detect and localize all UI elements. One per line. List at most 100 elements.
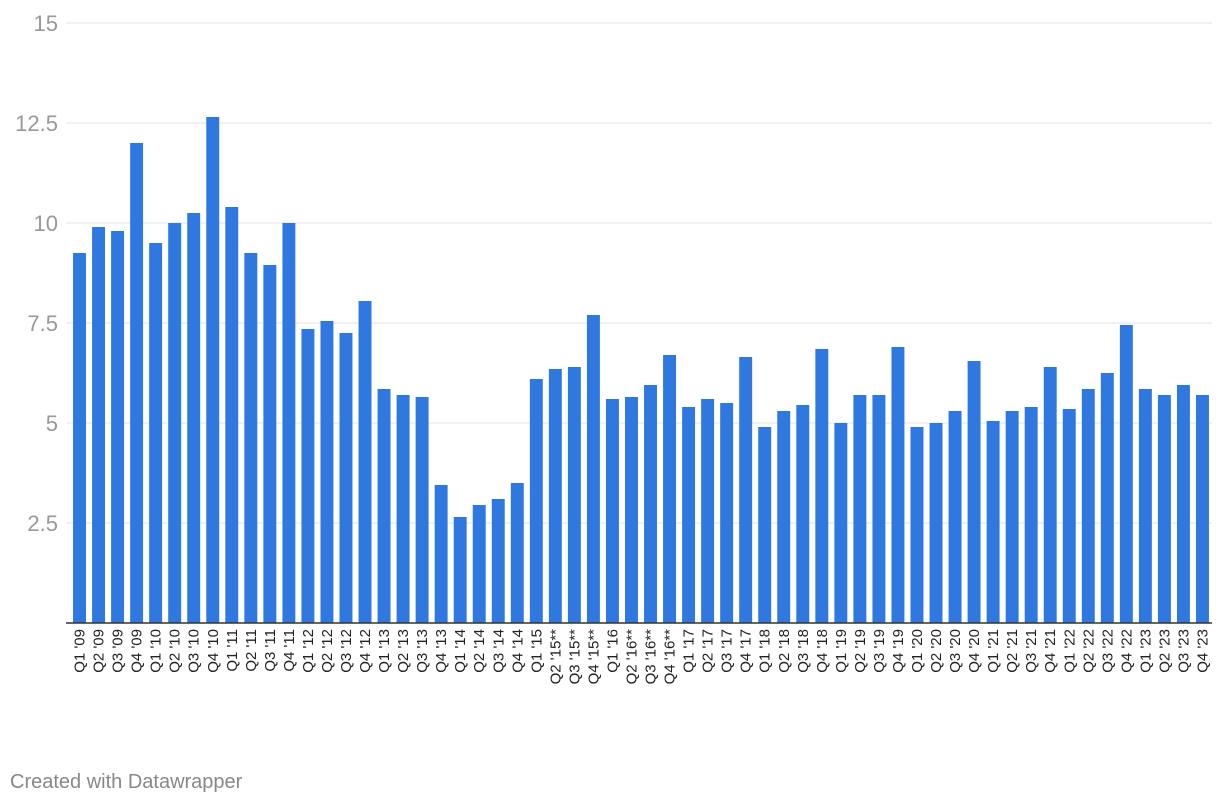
x-tick-label: Q4 '10 (205, 629, 222, 673)
x-tick-label: Q4 '18 (814, 629, 831, 673)
bar (891, 347, 905, 623)
bar (1081, 389, 1095, 623)
x-tick-label: Q2 '09 (91, 629, 108, 673)
bar (548, 369, 562, 623)
bar (1043, 367, 1057, 623)
bar (453, 517, 467, 623)
x-tick-label: Q1 '13 (376, 629, 393, 673)
bar (872, 395, 886, 623)
bar (168, 223, 182, 623)
bar (605, 399, 619, 623)
bar (263, 265, 277, 623)
x-tick-label: Q3 '14 (490, 629, 507, 673)
x-tick-label: Q2 '23 (1156, 629, 1173, 673)
bar (1119, 325, 1133, 623)
x-tick-label: Q1 '21 (985, 629, 1002, 673)
bar (701, 399, 715, 623)
x-axis-category-labels: Q1 '09 Q2 '09 Q3 '09 Q4 '09 Q1 '10 Q2 '10 Q3 '… (72, 629, 1212, 685)
x-tick-label: Q2 '19 (852, 629, 869, 673)
bar (1062, 409, 1076, 623)
x-tick-label: Q3 '23 (1175, 629, 1192, 673)
bars (73, 117, 1209, 623)
x-tick-label: Q1 '09 (72, 629, 89, 673)
bar (339, 333, 353, 623)
bar (225, 207, 239, 623)
bar (301, 329, 315, 623)
x-tick-label: Q4 '12 (357, 629, 374, 673)
x-tick-label: Q1 '20 (909, 629, 926, 673)
bar (1100, 373, 1114, 623)
bar (567, 367, 581, 623)
x-tick-label: Q1 '17 (681, 629, 698, 673)
x-tick-label: Q3 '18 (795, 629, 812, 673)
bar (815, 349, 829, 623)
x-tick-label: Q1 '23 (1137, 629, 1154, 673)
bar (625, 397, 638, 623)
bar (720, 403, 734, 623)
bar (529, 379, 543, 623)
bar (130, 143, 144, 623)
bar (948, 411, 962, 623)
bar (586, 315, 600, 623)
bar (777, 411, 791, 623)
x-tick-label: Q4 '22 (1118, 629, 1135, 673)
x-tick-label: Q2 '10 (167, 629, 184, 673)
x-tick-label: Q1 '12 (300, 629, 317, 673)
bar (244, 253, 258, 623)
y-tick-label: 2.5 (27, 511, 58, 536)
bar (206, 117, 220, 623)
x-tick-label: Q3 '16** (643, 629, 660, 685)
x-tick-label: Q3 '12 (338, 629, 355, 673)
bar (434, 485, 448, 623)
x-tick-label: Q3 '19 (871, 629, 888, 673)
bar (986, 421, 1000, 623)
y-tick-label: 7.5 (27, 311, 58, 336)
x-tick-label: Q1 '18 (757, 629, 774, 673)
bar (111, 231, 125, 623)
x-tick-label: Q4 '17 (738, 629, 755, 673)
x-tick-label: Q3 '21 (1023, 629, 1040, 673)
bar (1176, 385, 1190, 623)
bar (758, 427, 772, 623)
bar (187, 213, 201, 623)
x-tick-label: Q3 '11 (262, 629, 279, 672)
x-tick-label: Q1 '14 (452, 629, 469, 673)
bar (682, 407, 696, 623)
y-axis-tick-labels: 2.5 5 7.5 10 12.5 15 (15, 11, 58, 536)
x-tick-label: Q4 '19 (890, 629, 907, 673)
x-tick-label: Q1 '22 (1061, 629, 1078, 673)
y-tick-label: 10 (34, 211, 58, 236)
x-tick-label: Q2 '12 (319, 629, 336, 673)
x-tick-label: Q3 '17 (719, 629, 736, 673)
bar (1196, 395, 1209, 623)
x-tick-label: Q2 '16** (623, 629, 640, 685)
x-tick-label: Q2 '18 (776, 629, 793, 673)
x-tick-label: Q4 '16** (662, 629, 679, 685)
bar (510, 483, 524, 623)
x-tick-label: Q4 '09 (129, 629, 146, 673)
bar (644, 385, 657, 623)
x-tick-label: Q3 '09 (110, 629, 127, 673)
x-tick-label: Q4 '23 (1194, 629, 1211, 673)
bar (282, 223, 296, 623)
credit-text: Created with Datawrapper (10, 771, 243, 793)
bar (396, 395, 410, 623)
bar (1024, 407, 1038, 623)
x-tick-label: Q2 '21 (1004, 629, 1021, 673)
x-tick-label: Q4 '21 (1042, 629, 1059, 673)
x-tick-label: Q2 '22 (1080, 629, 1097, 673)
x-tick-label: Q1 '16 (604, 629, 621, 673)
x-tick-label: Q1 '10 (148, 629, 165, 673)
x-tick-label: Q1 '15 (528, 629, 545, 673)
bar (853, 395, 867, 623)
x-tick-label: Q3 '20 (947, 629, 964, 673)
bar (472, 505, 486, 623)
x-tick-label: Q2 '11 (243, 629, 260, 672)
bar (663, 355, 677, 623)
y-tick-label: 12.5 (15, 111, 58, 136)
bar (796, 405, 810, 623)
bar (834, 423, 848, 623)
bar (910, 427, 924, 623)
x-tick-label: Q3 '10 (186, 629, 203, 673)
x-tick-label: Q4 '20 (966, 629, 983, 673)
